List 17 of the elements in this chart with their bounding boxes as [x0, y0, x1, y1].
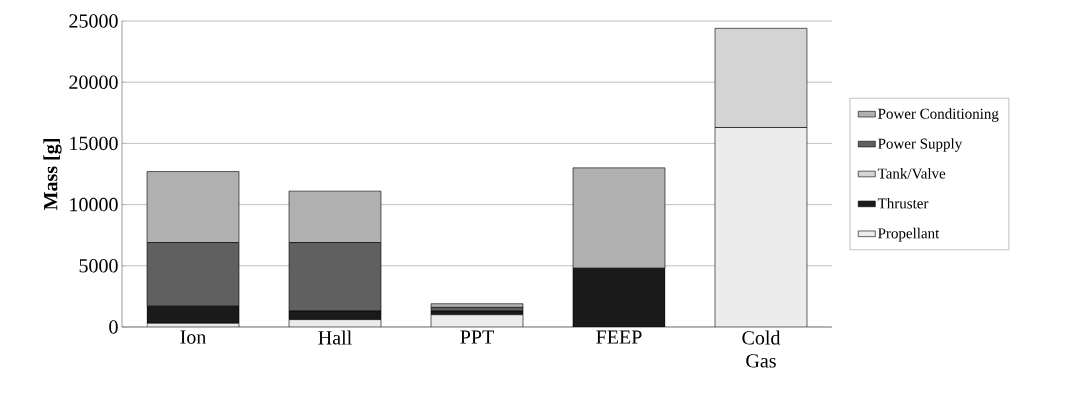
x-tick-label: Cold Gas	[742, 330, 781, 368]
y-tick-label: 15000	[70, 136, 118, 151]
y-tick-label: 25000	[69, 14, 118, 28]
y-tick-label: 5000	[79, 259, 118, 273]
legend-label: Propellant	[878, 227, 940, 242]
y-axis-title: Mass [g]	[43, 139, 62, 211]
y-tick-label: 0	[109, 320, 118, 334]
x-tick-label: Hall	[318, 330, 352, 345]
x-tick-label: Ion	[180, 330, 207, 344]
y-tick-label: 20000	[69, 75, 118, 89]
legend-label: Tank/Valve	[877, 168, 946, 179]
y-tick-label: 10000	[70, 197, 118, 212]
legend-label: Power Conditioning	[878, 108, 999, 122]
legend-label: Thruster	[877, 197, 929, 209]
legend-label: Power Supply	[878, 138, 963, 152]
x-tick-label: PPT	[460, 330, 494, 344]
x-tick-label: FEEP	[596, 330, 642, 344]
